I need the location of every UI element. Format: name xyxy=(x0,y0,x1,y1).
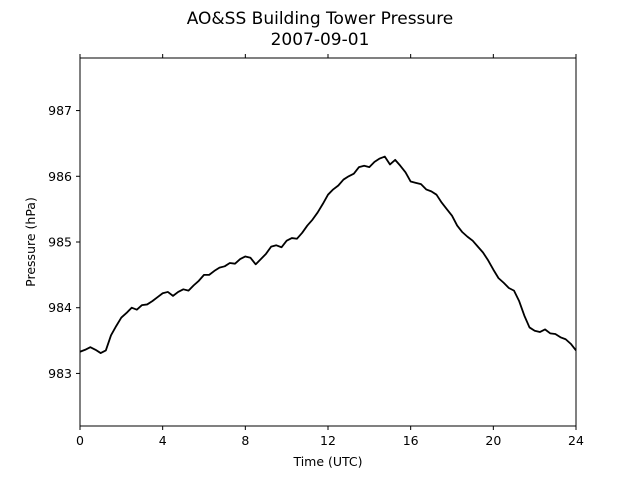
chart-subtitle: 2007-09-01 xyxy=(271,30,370,50)
x-tick-label: 20 xyxy=(485,433,501,448)
x-tick-label: 0 xyxy=(76,433,84,448)
x-axis: 0 4 8 12 16 20 24 xyxy=(76,54,584,448)
plot-area xyxy=(79,57,577,427)
y-tick-label: 983 xyxy=(48,366,72,381)
x-axis-label: Time (UTC) xyxy=(292,454,362,469)
y-tick-label: 985 xyxy=(48,235,72,250)
pressure-series-line xyxy=(79,155,577,354)
x-tick-label: 16 xyxy=(403,433,419,448)
x-tick-label: 24 xyxy=(568,433,584,448)
y-axis-label: Pressure (hPa) xyxy=(23,197,38,287)
x-tick-label: 4 xyxy=(159,433,167,448)
y-tick-label: 986 xyxy=(48,169,72,184)
x-tick-label: 8 xyxy=(241,433,249,448)
y-tick-label: 987 xyxy=(48,103,72,118)
y-tick-label: 984 xyxy=(48,300,72,315)
y-axis: 983 984 985 986 987 xyxy=(48,103,80,381)
chart-title: AO&SS Building Tower Pressure xyxy=(187,9,454,29)
x-tick-label: 12 xyxy=(320,433,336,448)
